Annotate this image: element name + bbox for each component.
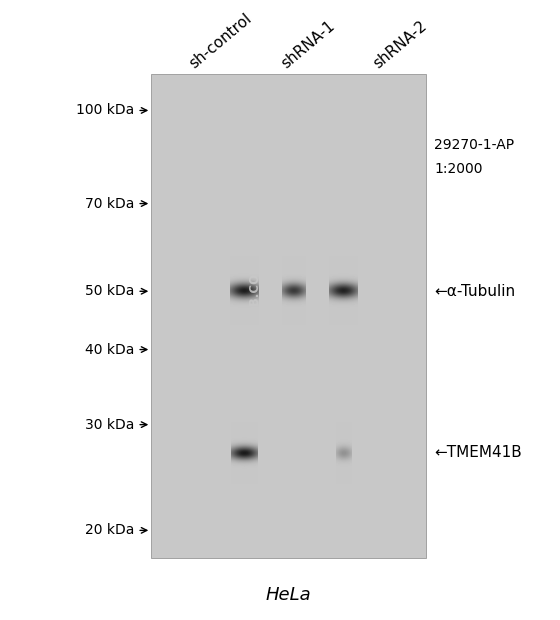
Bar	[151, 74, 426, 558]
Text: 1:2000: 1:2000	[434, 162, 483, 177]
Bar	[151, 74, 426, 558]
Text: 30 kDa: 30 kDa	[85, 418, 134, 432]
Text: 100 kDa: 100 kDa	[76, 104, 134, 117]
Text: 70 kDa: 70 kDa	[85, 197, 134, 211]
Text: WWW.PTGLAB.COM: WWW.PTGLAB.COM	[249, 261, 262, 391]
Text: 50 kDa: 50 kDa	[85, 284, 134, 298]
Text: shRNA-2: shRNA-2	[371, 18, 430, 71]
Text: sh-control: sh-control	[187, 11, 255, 71]
Text: shRNA-1: shRNA-1	[279, 18, 338, 71]
Text: 20 kDa: 20 kDa	[85, 523, 134, 538]
Text: 29270-1-AP: 29270-1-AP	[434, 138, 514, 152]
Text: ←TMEM41B: ←TMEM41B	[434, 445, 522, 461]
Text: ←α-Tubulin: ←α-Tubulin	[434, 284, 515, 299]
Text: HeLa: HeLa	[265, 586, 311, 604]
Text: 40 kDa: 40 kDa	[85, 342, 134, 356]
